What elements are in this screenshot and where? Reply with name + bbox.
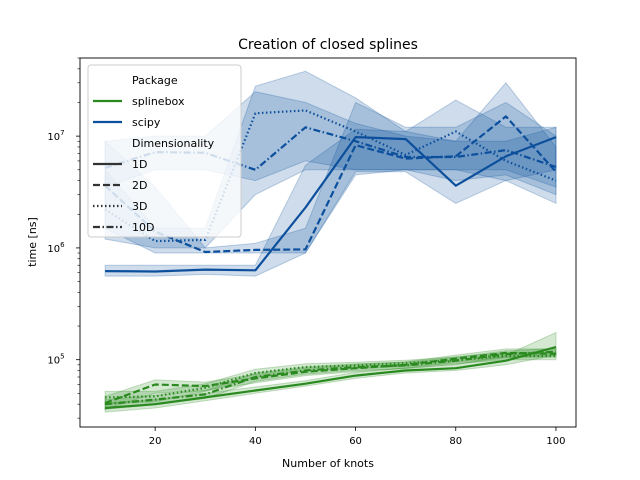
line-splinebox-3d — [105, 354, 556, 399]
x-tick-label-80: 80 — [449, 436, 462, 447]
x-tick-label-100: 100 — [546, 436, 565, 447]
line-splinebox-10d — [104, 350, 557, 406]
y-tick-label-7: 107 — [47, 129, 64, 143]
x-tick-label-40: 40 — [249, 436, 262, 447]
band-scipy-1d — [104, 126, 557, 277]
x-axis: 20 40 60 80 100 — [149, 427, 566, 447]
legend-label-10d: 10D — [132, 221, 154, 234]
legend-label-3d: 3D — [132, 200, 147, 213]
line-splinebox-1d — [105, 345, 557, 410]
plot-frame — [79, 57, 577, 428]
y-tick-label-5: 105 — [47, 353, 64, 367]
band-splinebox-10d — [104, 347, 557, 410]
line-scipy-1d — [105, 136, 557, 273]
legend-title-dimensionality: Dimensionality — [132, 137, 215, 150]
y-axis-label: time [ns] — [26, 217, 39, 267]
series-lines — [104, 109, 557, 410]
line-scipy-2d — [104, 115, 557, 254]
legend-label-1d: 1D — [132, 158, 147, 171]
y-axis: 105 106 107 — [47, 57, 80, 419]
legend-label-splinebox: splinebox — [132, 95, 185, 108]
band-splinebox-1d — [104, 331, 557, 413]
chart-title: Creation of closed splines — [238, 37, 418, 53]
band-scipy-2d — [104, 101, 557, 254]
legend: Package splinebox scipy Dimensionality 1D 2D 3… — [87, 64, 242, 238]
x-tick-label-60: 60 — [349, 436, 362, 447]
x-axis-label: Number of knots — [282, 457, 374, 470]
legend-box — [87, 64, 242, 238]
legend-label-scipy: scipy — [132, 116, 161, 129]
x-tick-label-20: 20 — [149, 436, 162, 447]
y-tick-label-6: 106 — [47, 241, 65, 255]
line-scipy-3d — [104, 109, 557, 243]
line-splinebox-2d — [104, 351, 557, 405]
legend-title-package: Package — [132, 74, 178, 87]
legend-label-2d: 2D — [132, 179, 147, 192]
